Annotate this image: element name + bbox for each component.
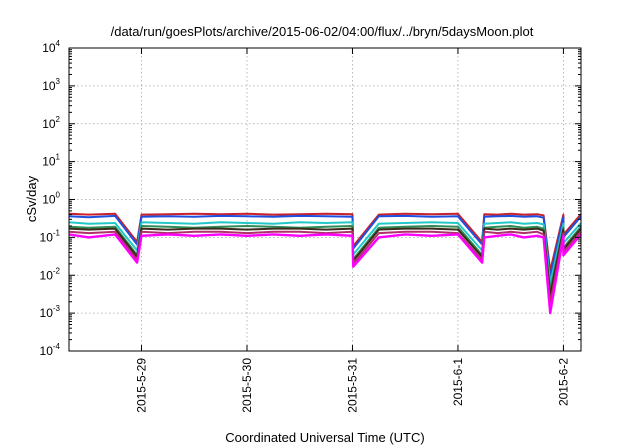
y-tick-exponent: 2 — [56, 115, 61, 124]
y-tick-exponent: 3 — [56, 77, 61, 86]
y-tick-exponent: -4 — [53, 342, 61, 351]
y-tick-exponent: -1 — [53, 228, 61, 237]
y-tick-base: 10 — [42, 117, 56, 131]
y-tick-base: 10 — [40, 306, 54, 320]
grid — [69, 48, 581, 351]
series-line-6 — [68, 230, 582, 305]
y-tick-base: 10 — [40, 268, 54, 282]
x-axis: 2015-5-29 2015-5-30 2015-5-31 2015-6-1 2015-… — [135, 48, 570, 413]
y-tick-base: 10 — [40, 230, 54, 244]
series-line-4 — [68, 225, 582, 292]
y-tick-base: 10 — [42, 41, 56, 55]
series-line-5 — [68, 227, 582, 297]
y-tick-exponent: 4 — [56, 39, 61, 48]
x-tick-label: 2015-5-29 — [135, 358, 149, 413]
x-tick-label: 2015-5-31 — [345, 358, 359, 413]
y-tick-base: 10 — [42, 155, 56, 169]
x-tick-label: 2015-6-1 — [451, 358, 465, 406]
y-tick-exponent: 1 — [56, 153, 61, 162]
y-tick-label: 101 — [42, 153, 60, 169]
y-tick-label: 10-3 — [40, 304, 61, 320]
series-line-7 — [68, 233, 582, 315]
series-line-1 — [68, 212, 582, 272]
y-tick-label: 102 — [42, 115, 60, 131]
y-tick-base: 10 — [42, 79, 56, 93]
y-tick-base: 10 — [40, 344, 54, 358]
y-tick-label: 10-4 — [40, 342, 61, 358]
y-tick-label: 10-1 — [40, 228, 61, 244]
y-tick-exponent: -3 — [53, 304, 61, 313]
x-tick-label: 2015-5-30 — [240, 358, 254, 413]
y-axis-label: cSv/day — [24, 175, 39, 222]
series-line-2 — [68, 214, 582, 278]
x-tick-label: 2015-6-2 — [556, 358, 570, 406]
x-axis-label: Coordinated Universal Time (UTC) — [225, 430, 424, 445]
y-tick-base: 10 — [42, 193, 56, 207]
y-tick-label: 103 — [42, 77, 60, 93]
series-line-3 — [68, 221, 582, 285]
y-tick-label: 10-2 — [40, 266, 61, 282]
chart-title: /data/run/goesPlots/archive/2015-06-02/0… — [111, 24, 534, 39]
y-tick-label: 104 — [42, 39, 60, 55]
series-group — [68, 212, 582, 315]
y-tick-exponent: -2 — [53, 266, 61, 275]
y-tick-label: 100 — [42, 191, 60, 207]
y-tick-exponent: 0 — [56, 191, 61, 200]
